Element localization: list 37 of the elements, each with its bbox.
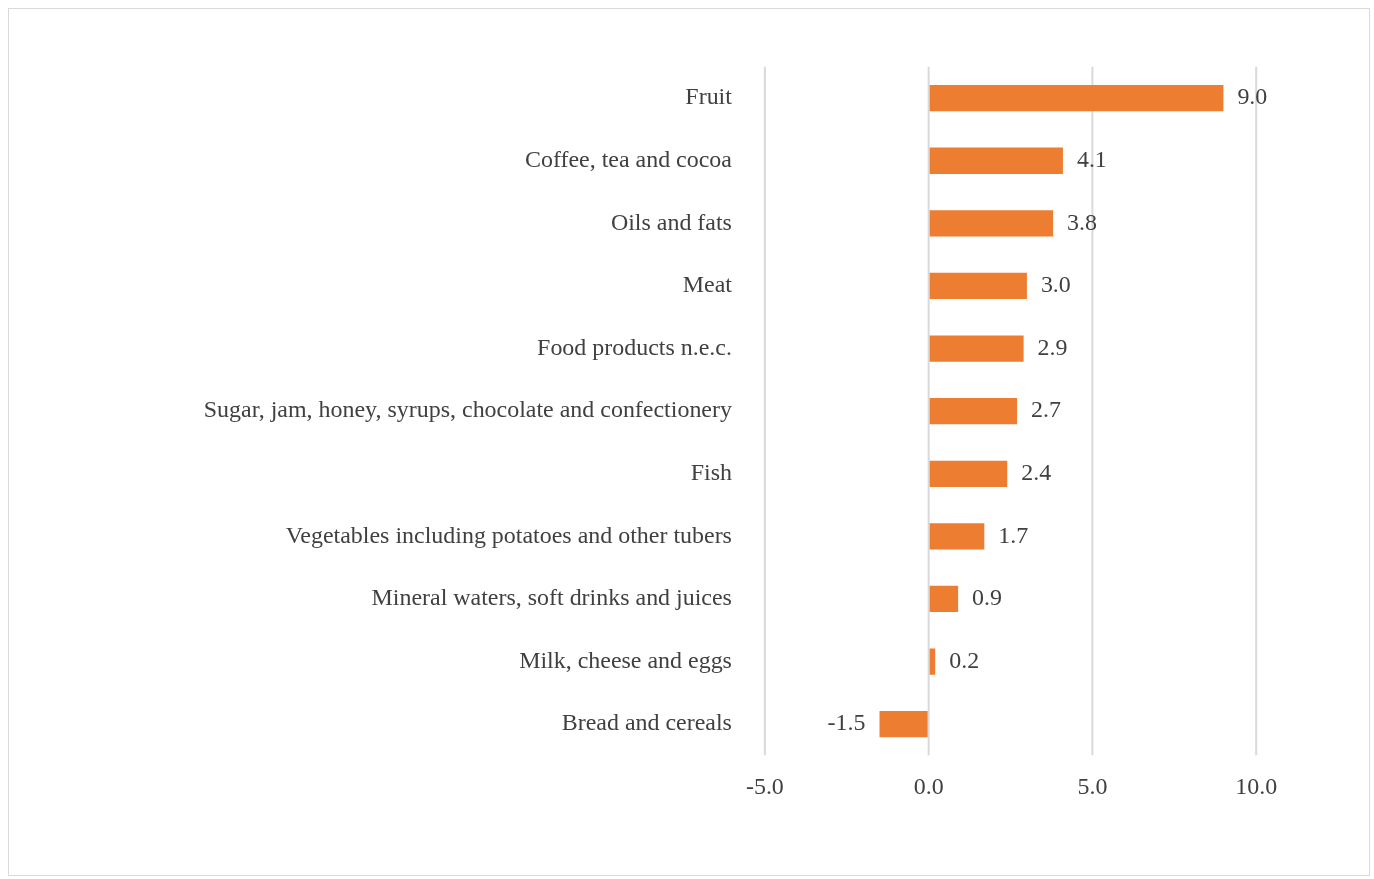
bar <box>929 210 1054 237</box>
data-label: 0.9 <box>972 584 1003 611</box>
y-tick-label: Fish <box>690 459 732 486</box>
x-tick-label: 0.0 <box>913 773 944 800</box>
bar <box>929 460 1008 487</box>
data-label: 1.7 <box>998 521 1029 548</box>
bar <box>929 648 936 675</box>
bar <box>879 711 928 738</box>
data-label: 2.7 <box>1031 396 1062 423</box>
y-tick-label: Vegetables including potatoes and other tubers <box>285 521 732 548</box>
data-label: 2.9 <box>1037 333 1068 360</box>
bar <box>929 523 985 550</box>
bar <box>929 398 1018 425</box>
y-tick-label: Food products n.e.c. <box>537 333 732 360</box>
y-tick-label: Bread and cereals <box>561 709 732 736</box>
y-tick-label: Oils and fats <box>610 208 732 235</box>
x-tick-label: 5.0 <box>1077 773 1108 800</box>
bar <box>929 585 959 613</box>
x-tick-label: 10.0 <box>1235 773 1278 800</box>
y-tick-label: Milk, cheese and eggs <box>519 646 732 673</box>
bar <box>929 147 1063 174</box>
y-tick-label: Fruit <box>685 83 733 110</box>
data-label: -1.5 <box>827 709 866 736</box>
y-tick-label: Coffee, tea and cocoa <box>524 146 733 173</box>
bar <box>929 85 1224 112</box>
data-label: 2.4 <box>1021 459 1052 486</box>
bar <box>929 272 1027 300</box>
data-label: 9.0 <box>1237 83 1268 110</box>
data-label: 3.0 <box>1040 271 1071 298</box>
data-label: 3.8 <box>1067 208 1098 235</box>
y-tick-label: Mineral waters, soft drinks and juices <box>371 584 732 611</box>
bar <box>929 335 1024 362</box>
data-label: 4.1 <box>1076 146 1107 173</box>
data-label: 0.2 <box>949 646 980 673</box>
x-tick-label: -5.0 <box>745 773 784 800</box>
y-tick-label: Sugar, jam, honey, syrups, chocolate and confectionery <box>203 396 732 423</box>
y-tick-label: Meat <box>682 271 733 298</box>
